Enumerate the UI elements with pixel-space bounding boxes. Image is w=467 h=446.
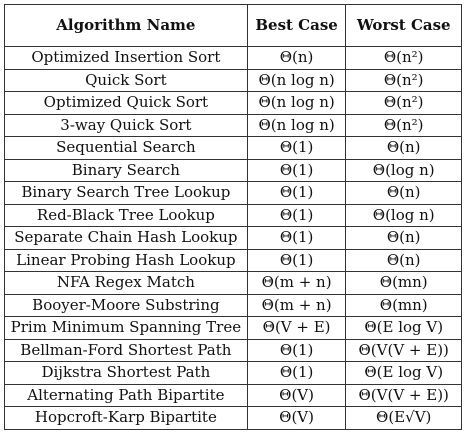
table-row: 3-way Quick Sort Θ(n log n) Θ(n²) — [4, 113, 462, 137]
table-row: Booyer-Moore Substring Θ(m + n) Θ(mn) — [4, 293, 462, 317]
table-row: Alternating Path Bipartite Θ(V) Θ(V(V + E)… — [4, 383, 462, 407]
best-case-cell: Θ(n log n) — [246, 68, 347, 92]
algorithm-name-cell: Hopcroft-Karp Bipartite — [4, 406, 248, 430]
table-row: Optimized Insertion Sort Θ(n) Θ(n²) — [4, 46, 462, 70]
best-case-cell: Θ(1) — [246, 361, 347, 385]
table-row: Sequential Search Θ(1) Θ(n) — [4, 136, 462, 160]
header-algorithm-name: Algorithm Name — [4, 4, 248, 47]
best-case-cell: Θ(V + E) — [246, 316, 347, 340]
worst-case-cell: Θ(n²) — [345, 68, 462, 92]
best-case-cell: Θ(m + n) — [246, 293, 347, 317]
best-case-cell: Θ(V) — [246, 383, 347, 407]
worst-case-cell: Θ(E√V) — [345, 406, 462, 430]
algorithm-name-cell: Optimized Quick Sort — [4, 91, 248, 115]
header-row: Algorithm Name Best Case Worst Case — [4, 4, 462, 47]
best-case-cell: Θ(V) — [246, 406, 347, 430]
worst-case-cell: Θ(n²) — [345, 113, 462, 137]
algorithm-name-cell: Optimized Insertion Sort — [4, 46, 248, 70]
algorithm-name-cell: Dijkstra Shortest Path — [4, 361, 248, 385]
table-row: Quick Sort Θ(n log n) Θ(n²) — [4, 68, 462, 92]
table-row: NFA Regex Match Θ(m + n) Θ(mn) — [4, 271, 462, 295]
best-case-cell: Θ(n log n) — [246, 113, 347, 137]
best-case-cell: Θ(m + n) — [246, 271, 347, 295]
worst-case-cell: Θ(V(V + E)) — [345, 338, 462, 362]
table-header: Algorithm Name Best Case Worst Case — [4, 4, 462, 47]
table-row: Dijkstra Shortest Path Θ(1) Θ(E log V) — [4, 361, 462, 385]
table-row: Linear Probing Hash Lookup Θ(1) Θ(n) — [4, 248, 462, 272]
table-row: Hopcroft-Karp Bipartite Θ(V) Θ(E√V) — [4, 406, 462, 430]
worst-case-cell: Θ(n) — [345, 181, 462, 205]
worst-case-cell: Θ(n²) — [345, 46, 462, 70]
algorithm-name-cell: Alternating Path Bipartite — [4, 383, 248, 407]
best-case-cell: Θ(1) — [246, 158, 347, 182]
algorithm-name-cell: Sequential Search — [4, 136, 248, 160]
table-row: Binary Search Θ(1) Θ(log n) — [4, 158, 462, 182]
header-worst-case: Worst Case — [345, 4, 462, 47]
algorithm-name-cell: NFA Regex Match — [4, 271, 248, 295]
header-best-case: Best Case — [246, 4, 347, 47]
algorithm-name-cell: Bellman-Ford Shortest Path — [4, 338, 248, 362]
best-case-cell: Θ(n log n) — [246, 91, 347, 115]
algorithm-name-cell: Binary Search — [4, 158, 248, 182]
worst-case-cell: Θ(n) — [345, 248, 462, 272]
worst-case-cell: Θ(n) — [345, 136, 462, 160]
algorithm-name-cell: Prim Minimum Spanning Tree — [4, 316, 248, 340]
worst-case-cell: Θ(mn) — [345, 271, 462, 295]
table-body: Optimized Insertion Sort Θ(n) Θ(n²) Quick S… — [4, 46, 462, 430]
worst-case-cell: Θ(mn) — [345, 293, 462, 317]
algorithm-name-cell: Red-Black Tree Lookup — [4, 203, 248, 227]
algorithm-name-cell: Booyer-Moore Substring — [4, 293, 248, 317]
algorithm-name-cell: Separate Chain Hash Lookup — [4, 226, 248, 250]
algorithm-name-cell: Linear Probing Hash Lookup — [4, 248, 248, 272]
best-case-cell: Θ(1) — [246, 203, 347, 227]
worst-case-cell: Θ(n) — [345, 226, 462, 250]
table-row: Bellman-Ford Shortest Path Θ(1) Θ(V(V + E)… — [4, 338, 462, 362]
table-row: Prim Minimum Spanning Tree Θ(V + E) Θ(E lo… — [4, 316, 462, 340]
best-case-cell: Θ(n) — [246, 46, 347, 70]
table-row: Red-Black Tree Lookup Θ(1) Θ(log n) — [4, 203, 462, 227]
complexity-table: Algorithm Name Best Case Worst Case Opti… — [4, 4, 462, 430]
worst-case-cell: Θ(n²) — [345, 91, 462, 115]
algorithm-name-cell: Quick Sort — [4, 68, 248, 92]
worst-case-cell: Θ(E log V) — [345, 316, 462, 340]
worst-case-cell: Θ(E log V) — [345, 361, 462, 385]
table-row: Separate Chain Hash Lookup Θ(1) Θ(n) — [4, 226, 462, 250]
table-row: Optimized Quick Sort Θ(n log n) Θ(n²) — [4, 91, 462, 115]
worst-case-cell: Θ(V(V + E)) — [345, 383, 462, 407]
worst-case-cell: Θ(log n) — [345, 203, 462, 227]
table-row: Binary Search Tree Lookup Θ(1) Θ(n) — [4, 181, 462, 205]
best-case-cell: Θ(1) — [246, 226, 347, 250]
best-case-cell: Θ(1) — [246, 181, 347, 205]
algorithm-name-cell: 3-way Quick Sort — [4, 113, 248, 137]
best-case-cell: Θ(1) — [246, 248, 347, 272]
algorithm-name-cell: Binary Search Tree Lookup — [4, 181, 248, 205]
best-case-cell: Θ(1) — [246, 136, 347, 160]
worst-case-cell: Θ(log n) — [345, 158, 462, 182]
best-case-cell: Θ(1) — [246, 338, 347, 362]
